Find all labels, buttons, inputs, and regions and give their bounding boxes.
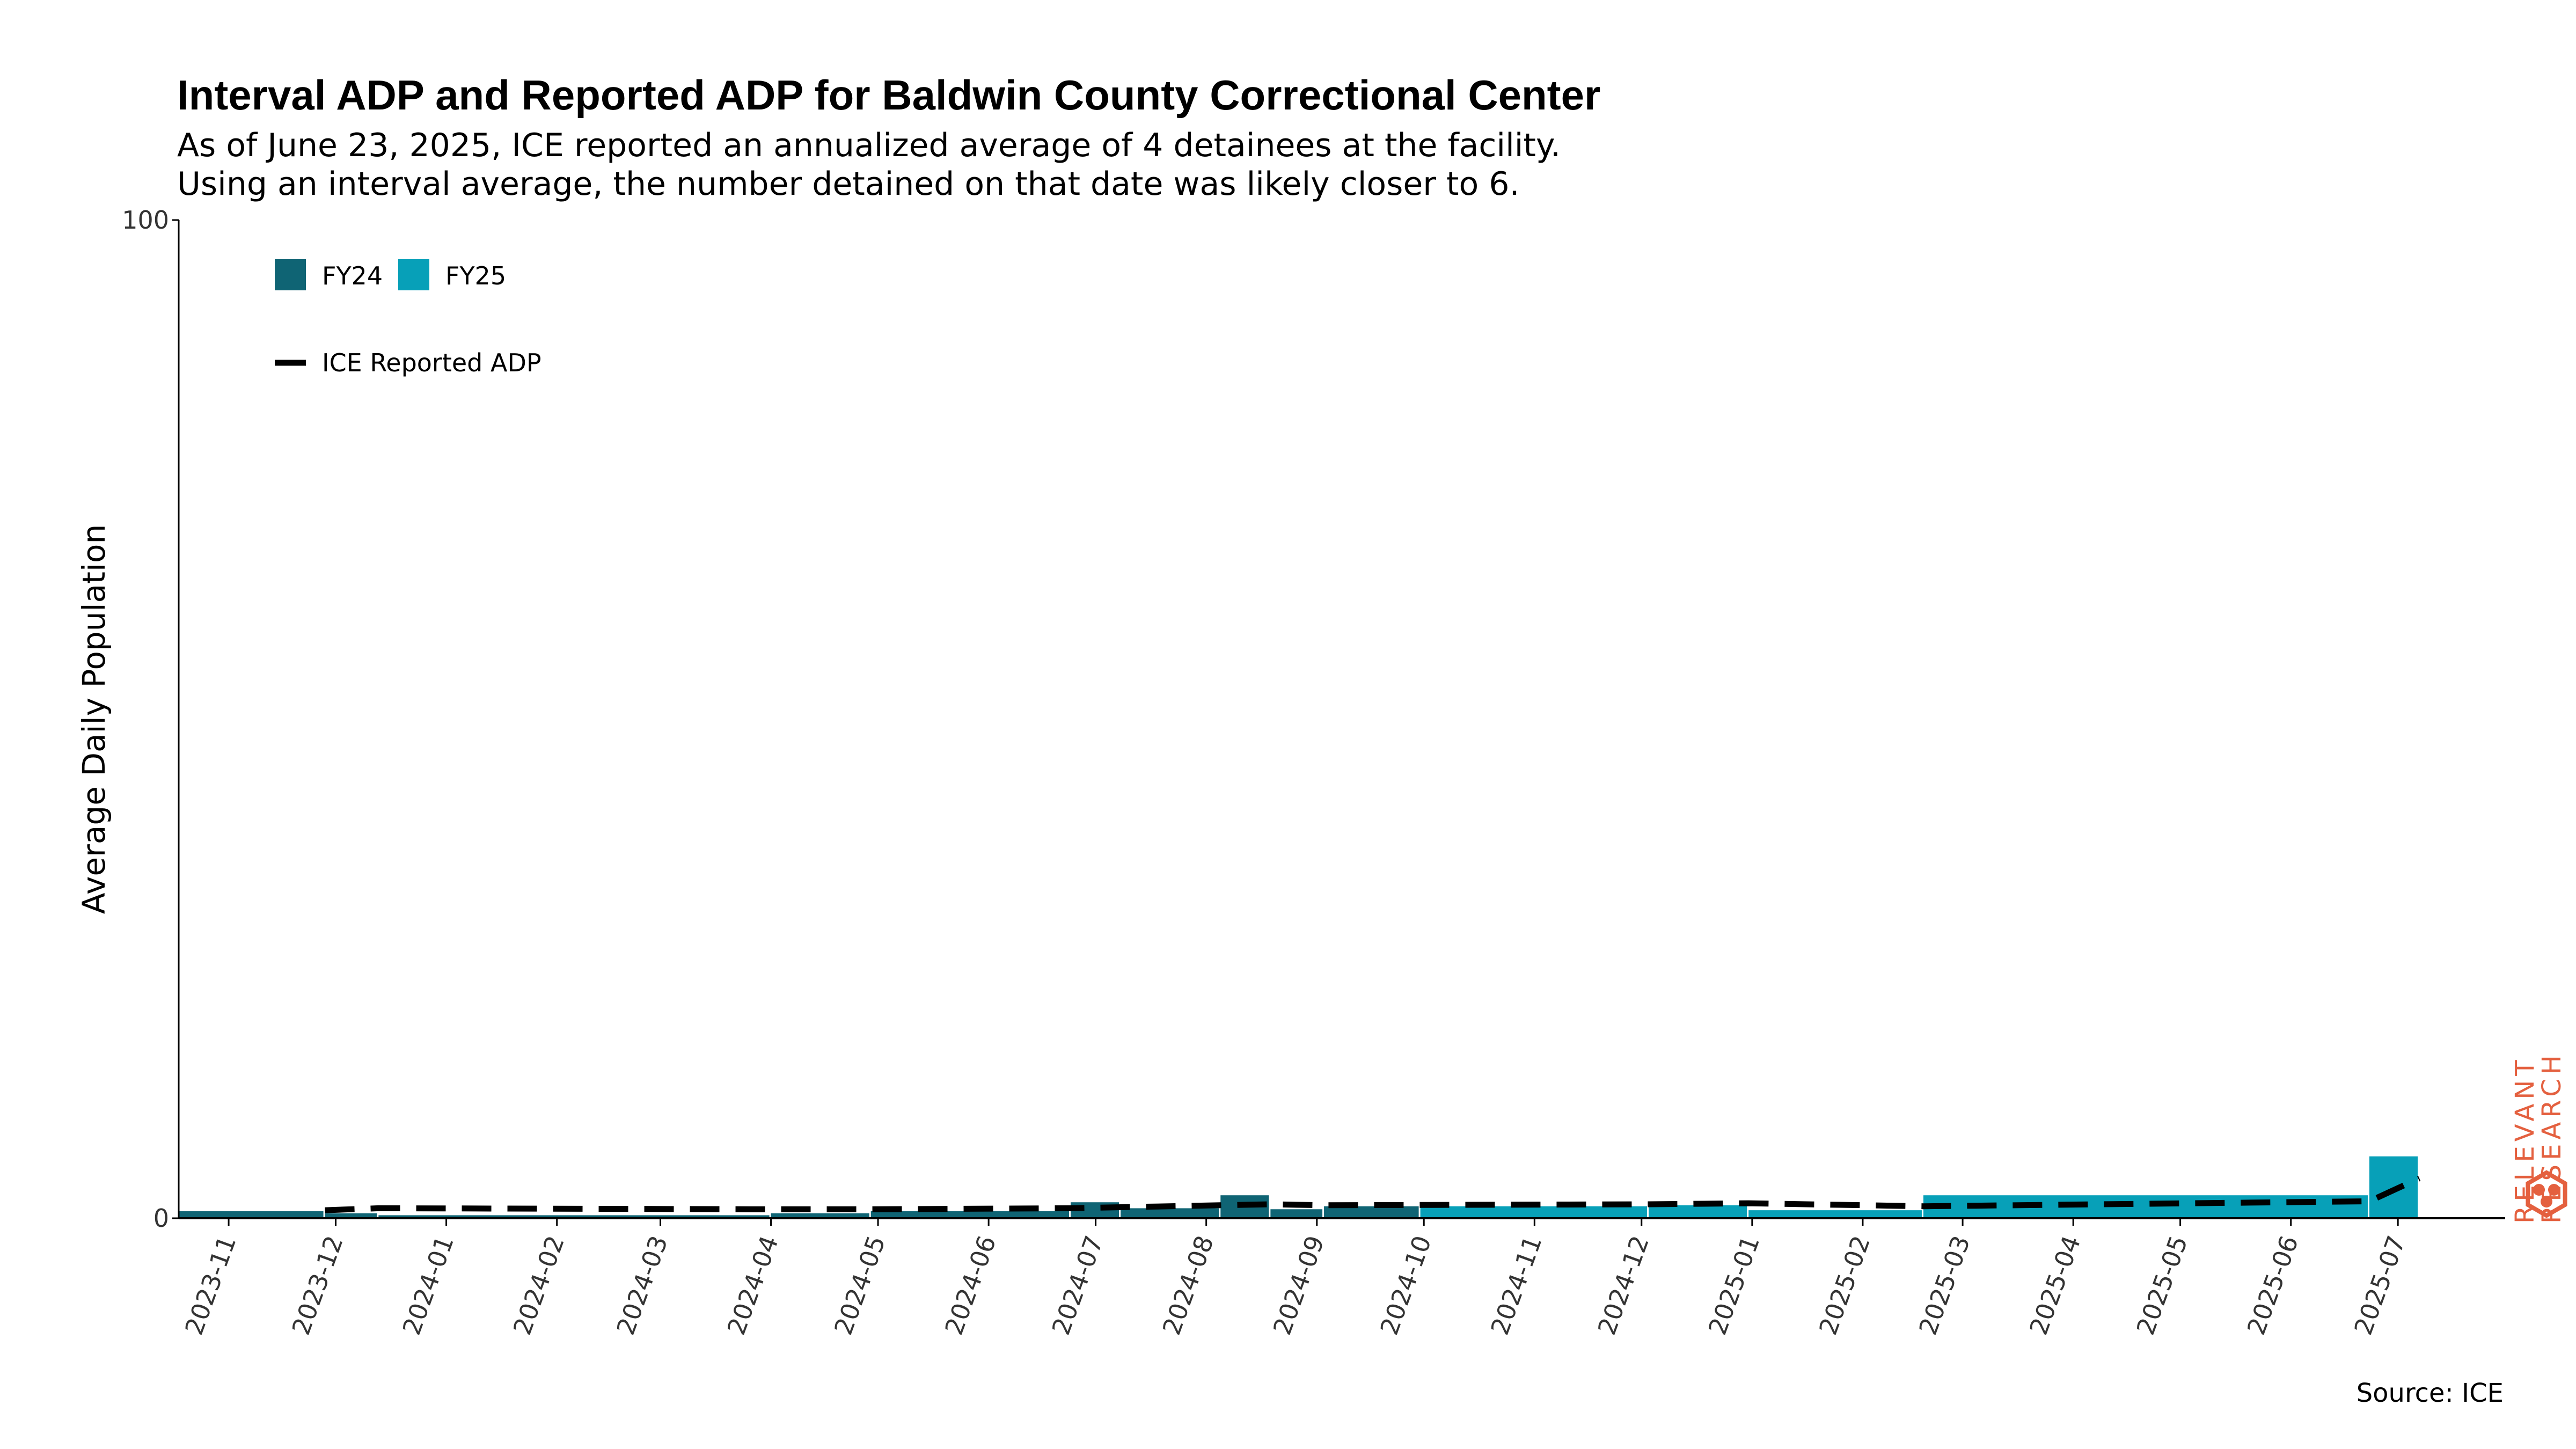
x-tick-label-5: 2024-04 [721,1232,784,1338]
interval-bar-0 [179,1211,324,1218]
relevant-research-logo: RELEVANT RESEARCH [2510,987,2576,1224]
legend-label-fy24: FY24 [322,261,383,290]
interval-bar-12 [1748,1210,1922,1218]
logo-dot-0 [2533,1184,2545,1196]
x-tick-label-10: 2024-09 [1268,1232,1330,1338]
x-tick-label-11: 2024-10 [1374,1232,1437,1338]
source-note: Source: ICE [2356,1378,2504,1408]
x-tick-label-1: 2023-12 [286,1232,348,1338]
interval-bar-8 [1270,1209,1323,1218]
interval-bar-11 [1649,1205,1747,1218]
x-tick-label-4: 2024-03 [611,1232,673,1338]
logo-line-2: RESEARCH [2537,1051,2567,1224]
y-axis-label: Average Daily Population [76,524,112,914]
logo-dot-1 [2548,1184,2560,1196]
x-tick-label-3: 2024-02 [508,1232,570,1338]
chart-subtitle-line-1: As of June 23, 2025, ICE reported an ann… [177,127,1561,164]
interval-bar-3 [771,1213,869,1218]
legend-swatch-fy24 [275,259,306,290]
legend-label-reported-adp: ICE Reported ADP [322,348,541,377]
y-tick-label-0: 0 [153,1204,169,1233]
reported-adp-line [325,1175,2421,1213]
x-tick-label-18: 2025-05 [2131,1232,2193,1338]
x-tick-label-15: 2025-02 [1813,1232,1876,1338]
x-tick-label-6: 2024-05 [829,1232,891,1338]
chart-legend: FY24 FY25 ICE Reported ADP [275,259,2567,1218]
legend-label-fy25: FY25 [445,261,506,290]
interval-bar-6 [1121,1208,1219,1218]
x-tick-label-14: 2025-01 [1703,1232,1765,1338]
x-tick-label-8: 2024-07 [1046,1232,1108,1338]
x-tick-label-9: 2024-08 [1157,1232,1219,1338]
chart-subtitle-line-2: Using an interval average, the number de… [177,165,1520,203]
interval-bar-13 [1923,1195,2368,1218]
chart-title: Interval ADP and Reported ADP for Baldwi… [177,71,1601,119]
x-tick-label-19: 2025-06 [2242,1232,2304,1338]
logo-dot-2 [2541,1196,2552,1208]
x-tick-label-0: 2023-11 [179,1232,241,1338]
x-tick-label-20: 2025-07 [2348,1232,2411,1338]
logo-line-1: RELEVANT [2510,1056,2540,1224]
interval-bar-10 [1420,1206,1648,1218]
interval-bar-9 [1324,1206,1419,1218]
x-tick-label-16: 2025-03 [1913,1232,1975,1338]
x-tick-label-7: 2024-06 [939,1232,1001,1338]
reported-adp-polyline [325,1175,2421,1213]
y-tick-label-1: 100 [122,206,169,235]
interval-bar-2 [378,1215,770,1218]
logo-hexagon-icon [2526,1170,2567,1218]
interval-bar-1 [325,1213,377,1218]
legend-swatch-fy25 [398,259,429,290]
x-tick-label-12: 2024-11 [1485,1232,1547,1338]
x-tick-label-13: 2024-12 [1592,1232,1655,1338]
x-tick-label-17: 2025-04 [2024,1232,2086,1338]
x-tick-label-2: 2024-01 [397,1232,459,1338]
interval-bar-4 [870,1211,1070,1218]
